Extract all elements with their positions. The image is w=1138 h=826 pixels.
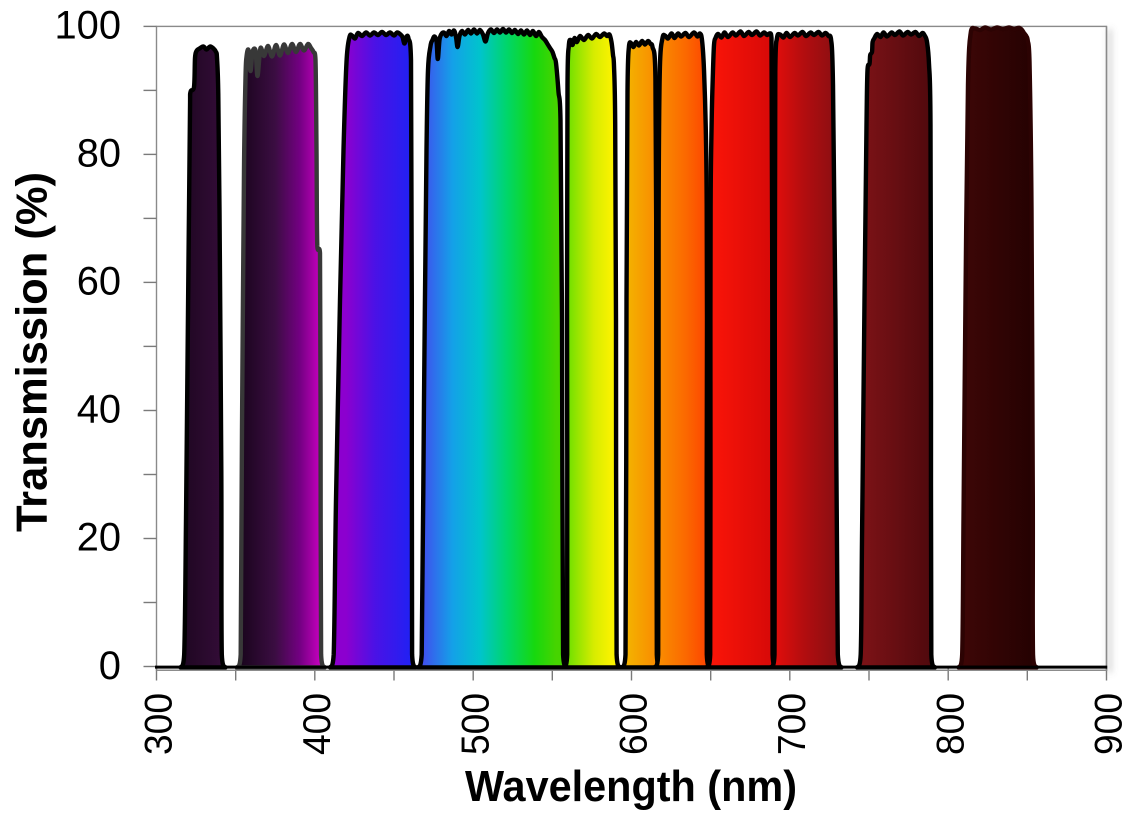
svg-text:800: 800 (929, 693, 972, 755)
svg-text:80: 80 (77, 131, 121, 175)
svg-text:400: 400 (296, 693, 339, 755)
svg-text:60: 60 (77, 260, 121, 304)
svg-text:40: 40 (77, 388, 121, 432)
svg-text:300: 300 (138, 693, 181, 755)
svg-text:Wavelength (nm): Wavelength (nm) (465, 762, 797, 811)
svg-text:Transmission (%): Transmission (%) (8, 172, 57, 532)
svg-text:700: 700 (771, 693, 814, 755)
svg-text:20: 20 (77, 516, 121, 560)
svg-text:900: 900 (1088, 693, 1131, 755)
svg-text:500: 500 (454, 693, 497, 755)
svg-text:600: 600 (613, 693, 656, 755)
svg-text:100: 100 (55, 3, 122, 47)
svg-text:0: 0 (99, 644, 121, 688)
